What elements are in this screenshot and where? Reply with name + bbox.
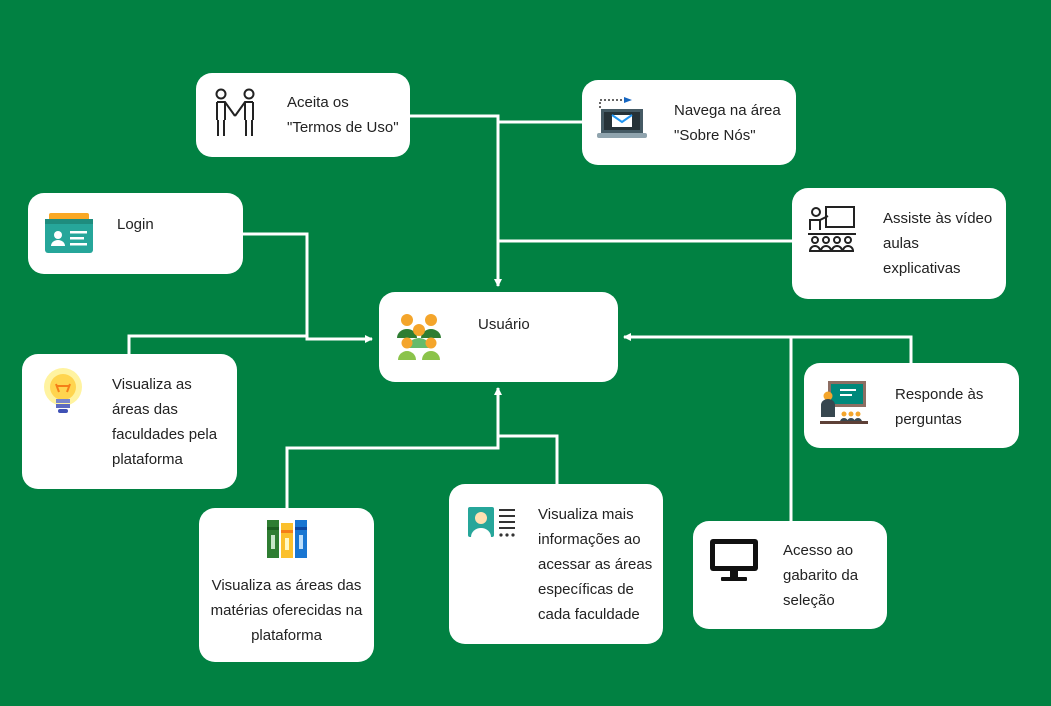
node-video-label: Assiste às vídeo aulas explicativas [883,210,993,277]
node-materias-label: Visualiza as áreas das matérias oferecid… [210,577,363,644]
connector-materias [285,387,502,508]
node-sobre: Navega na área "Sobre Nós" [582,80,796,165]
connector-login [243,232,373,343]
profile-card-icon [468,507,515,537]
connector-informacoes [498,434,559,484]
lightbulb-icon [44,368,82,413]
node-login-label: Login [117,216,154,233]
node-informacoes-label: Visualiza mais informações ao acessar as… [538,506,653,623]
node-perguntas: Responde às perguntas [804,363,1019,448]
connector-termos [410,114,502,287]
books-icon [267,520,307,558]
node-faculdades-label: Visualiza as áreas das faculdades pela p… [112,376,218,468]
connector-faculdades [127,334,307,354]
node-materias: Visualiza as áreas das matérias oferecid… [199,508,374,662]
blackboard-teacher-icon [820,381,868,424]
node-video: Assiste às vídeo aulas explicativas [792,188,1006,299]
node-usuario: Usuário [379,292,618,382]
node-perguntas-label: Responde às perguntas [895,386,984,428]
id-card-icon [45,213,93,253]
node-sobre-label: Navega na área "Sobre Nós" [674,102,781,144]
node-login: Login [28,193,243,274]
node-termos: Aceita os "Termos de Uso" [196,73,410,157]
node-faculdades: Visualiza as áreas das faculdades pela p… [22,354,237,489]
teacher-class-icon [808,206,856,252]
handshake-icon [215,88,255,136]
connector-perguntas [623,333,913,363]
node-usuario-label: Usuário [478,316,530,333]
node-informacoes: Visualiza mais informações ao acessar as… [449,484,663,644]
user-group-icon [397,314,441,360]
laptop-mail-icon [597,97,647,138]
node-gabarito-label: Acesso ao gabarito da seleção [783,542,859,609]
node-gabarito: Acesso ao gabarito da seleção [693,521,887,629]
monitor-icon [710,539,758,581]
node-termos-label: Aceita os "Termos de Uso" [287,94,399,136]
